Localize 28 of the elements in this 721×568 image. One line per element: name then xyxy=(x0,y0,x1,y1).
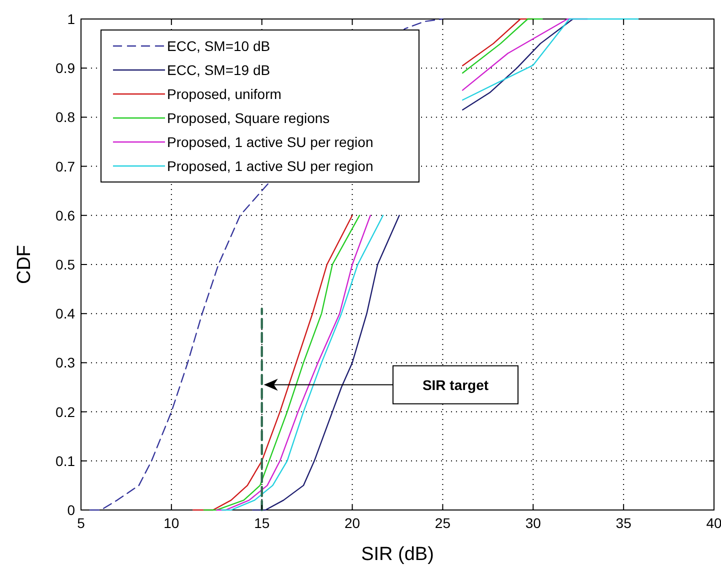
legend-label: Proposed, 1 active SU per region xyxy=(167,134,374,150)
annotation: SIR target xyxy=(422,376,489,393)
x-tick-label: 5 xyxy=(77,515,86,531)
legend-label: ECC, SM=19 dB xyxy=(167,62,270,78)
x-tick-label: 35 xyxy=(616,515,632,531)
y-tick-label: 0.4 xyxy=(56,306,76,322)
y-tick-label: 0.9 xyxy=(56,60,76,76)
y-tick-label: 0 xyxy=(67,502,76,518)
y-tick-label: 0.6 xyxy=(56,207,76,224)
legend-label: ECC, SM=10 dB xyxy=(167,38,270,54)
y-tick-label: 1 xyxy=(67,11,76,27)
x-tick-label: 25 xyxy=(434,515,451,531)
y-tick-label: 0.3 xyxy=(56,354,76,371)
y-tick-label: 0.7 xyxy=(56,158,76,174)
y-axis-title: CDF xyxy=(14,244,35,284)
x-tick-label: 10 xyxy=(164,515,180,531)
x-tick-label: 40 xyxy=(706,515,721,531)
x-tick-label: 30 xyxy=(525,515,542,531)
x-tick-label: 15 xyxy=(254,515,270,531)
legend-label: Proposed, Square regions xyxy=(167,110,330,126)
legend-label: Proposed, 1 active SU per region xyxy=(167,158,374,174)
legend-label: Proposed, uniform xyxy=(167,86,282,102)
y-tick-label: 0.2 xyxy=(56,404,76,420)
y-tick-label: 0.1 xyxy=(56,452,76,469)
y-tick-label: 0.8 xyxy=(56,109,76,126)
x-axis-title: SIR (dB) xyxy=(361,544,434,565)
y-tick-label: 0.5 xyxy=(56,256,76,272)
x-tick-label: 20 xyxy=(344,515,360,531)
